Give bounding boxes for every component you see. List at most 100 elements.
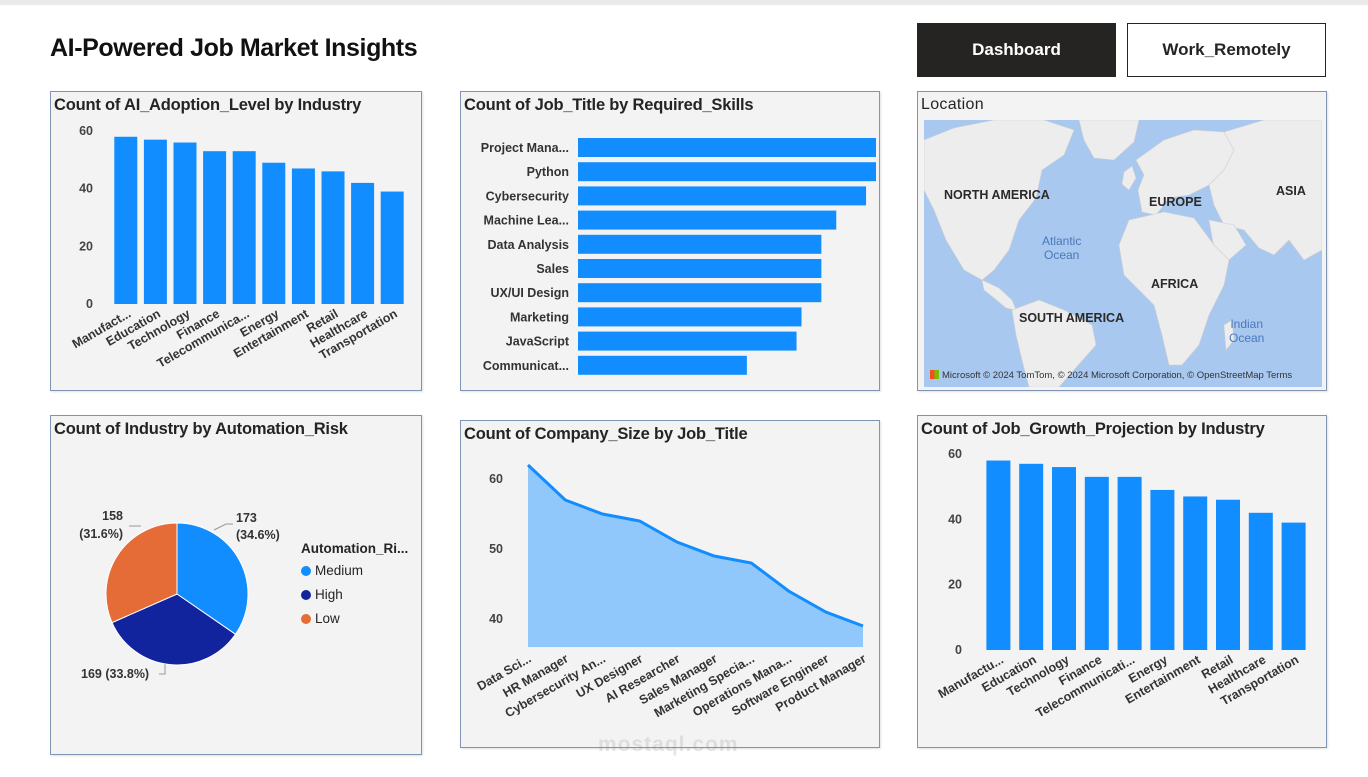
map-land-shapes: [924, 120, 1322, 387]
pie-slice: [176, 522, 249, 635]
bar: [1150, 489, 1175, 650]
bar: [578, 162, 876, 182]
bar: [203, 151, 227, 304]
y-tick-label: 40: [489, 612, 503, 626]
bar: [578, 283, 822, 303]
watermark: mostaql.com: [598, 733, 739, 756]
bar: [578, 355, 747, 375]
bar: [321, 171, 345, 304]
automation-pie-svg: 173 (34.6%) 169 (33.8%) 158 (31.6%): [79, 509, 280, 681]
y-tick-label: JavaScript: [506, 335, 570, 349]
data-label: (31.6%): [79, 527, 123, 541]
work-remotely-button[interactable]: Work_Remotely: [1127, 23, 1326, 77]
growth-chart-svg: 0204060Manufactu...EducationTechnologyFi…: [936, 447, 1306, 720]
y-tick-label: Sales: [536, 262, 569, 276]
legend-title: Automation_Ri...: [301, 541, 409, 556]
skills-chart-title: Count of Job_Title by Required_Skills: [464, 96, 754, 114]
map-label-europe: EUROPE: [1149, 195, 1202, 209]
adoption-chart-title: Count of AI_Adoption_Level by Industry: [54, 96, 362, 114]
bar: [1248, 512, 1273, 650]
y-tick-label: UX/UI Design: [491, 286, 570, 300]
map-label-north-america: NORTH AMERICA: [944, 188, 1050, 202]
map-label-south-america: SOUTH AMERICA: [1019, 311, 1125, 325]
company-size-chart-title: Count of Company_Size by Job_Title: [464, 425, 748, 443]
legend-dot-icon: [301, 589, 311, 600]
legend-item-low[interactable]: Low: [301, 611, 408, 626]
map-label-africa: AFRICA: [1151, 277, 1199, 291]
pie-slice: [105, 522, 178, 624]
y-tick-label: 60: [948, 447, 962, 461]
data-label: 158: [102, 509, 123, 523]
bar: [1183, 496, 1208, 650]
y-tick-label: Data Analysis: [487, 238, 569, 252]
y-tick-label: 0: [86, 297, 93, 311]
pie-slice: [111, 593, 237, 666]
growth-chart-title: Count of Job_Growth_Projection by Indust…: [921, 420, 1265, 438]
bar: [578, 186, 867, 206]
automation-legend: Automation_Ri... Medium High Low: [301, 541, 408, 635]
map-label-asia: ASIA: [1276, 184, 1306, 198]
bar: [262, 162, 286, 304]
bar: [578, 331, 797, 351]
bar: [578, 307, 802, 327]
growth-chart-card[interactable]: Count of Job_Growth_Projection by Indust…: [917, 415, 1327, 748]
y-tick-label: 60: [79, 124, 93, 138]
location-map-title: Location: [921, 96, 984, 113]
page-title: AI-Powered Job Market Insights: [50, 34, 418, 62]
bar: [986, 460, 1011, 650]
bar: [578, 210, 837, 230]
automation-chart-title: Count of Industry by Automation_Risk: [54, 420, 348, 438]
y-tick-label: Machine Lea...: [484, 214, 569, 228]
data-label: 173: [236, 511, 257, 525]
bar: [578, 259, 822, 278]
legend-dot-icon: [301, 613, 311, 624]
bar: [173, 142, 197, 304]
automation-chart-card[interactable]: Count of Industry by Automation_Risk 173…: [50, 415, 422, 755]
bar: [114, 136, 138, 304]
y-tick-label: 50: [489, 542, 503, 556]
map-attribution: Microsoft © 2024 TomTom, © 2024 Microsof…: [930, 370, 1292, 381]
legend-item-medium[interactable]: Medium: [301, 563, 408, 578]
series-line: [526, 463, 864, 628]
bar: [1281, 522, 1306, 650]
map-label-atlantic-ocean: Atlantic Ocean: [1042, 234, 1082, 262]
bar: [351, 182, 375, 304]
top-divider: [0, 0, 1368, 5]
bar: [1084, 476, 1109, 650]
bar: [1216, 499, 1240, 650]
bar: [232, 151, 256, 304]
legend-item-high[interactable]: High: [301, 587, 408, 602]
bar: [1052, 467, 1076, 650]
bar: [380, 191, 404, 304]
y-tick-label: 60: [489, 472, 503, 486]
bar: [578, 234, 822, 254]
bar: [578, 138, 876, 157]
y-tick-label: 40: [79, 182, 93, 196]
y-tick-label: Marketing: [510, 310, 569, 324]
y-tick-label: 20: [79, 239, 93, 253]
y-tick-label: 40: [948, 512, 962, 526]
legend-dot-icon: [301, 565, 311, 576]
skills-chart-card[interactable]: Count of Job_Title by Required_Skills Pr…: [460, 91, 880, 391]
world-map[interactable]: NORTH AMERICA EUROPE ASIA AFRICA SOUTH A…: [924, 120, 1322, 387]
y-tick-label: 0: [955, 643, 962, 657]
y-tick-label: Communicat...: [483, 359, 569, 373]
dashboard-button[interactable]: Dashboard: [917, 23, 1116, 77]
y-tick-label: Python: [527, 165, 569, 179]
adoption-chart-card[interactable]: Count of AI_Adoption_Level by Industry 0…: [50, 91, 422, 391]
map-label-indian-ocean: Indian Ocean: [1229, 317, 1265, 345]
y-tick-label: Cybersecurity: [486, 189, 569, 203]
company-size-chart-card[interactable]: Count of Company_Size by Job_Title 40 50 6…: [460, 420, 880, 748]
adoption-chart-svg: 0204060Manufact...EducationTechnologyFin…: [70, 124, 404, 371]
leader-line: [159, 664, 166, 675]
leader-line: [213, 523, 233, 531]
microsoft-logo-icon: [930, 370, 939, 379]
location-map-card[interactable]: Location NORTH AMERICA EUROPE ASIA: [917, 91, 1327, 391]
y-tick-label: 20: [948, 578, 962, 592]
y-tick-label: Project Mana...: [481, 141, 569, 155]
bar: [291, 168, 315, 304]
data-label: 169 (33.8%): [81, 667, 149, 681]
area-fill: [528, 465, 863, 647]
bar: [1019, 463, 1044, 650]
